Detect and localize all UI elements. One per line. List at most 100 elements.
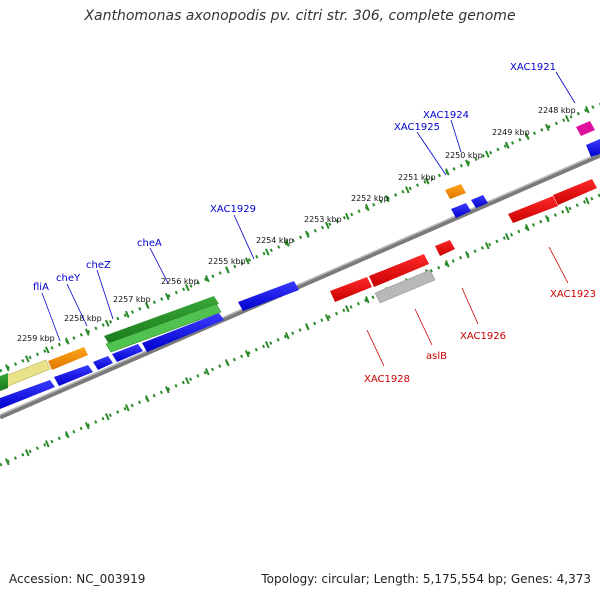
leader-line xyxy=(96,269,114,320)
gene-arrow-green-chea[interactable] xyxy=(104,296,219,344)
gene-label-xac1926[interactable]: XAC1926 xyxy=(460,331,506,342)
ruler-tick xyxy=(144,395,150,403)
leader-line xyxy=(233,214,255,260)
ruler-tick-label: 2254 kbp xyxy=(256,236,294,245)
gene-arrow-red-xac1923[interactable] xyxy=(508,196,558,223)
ruler-tick xyxy=(564,114,570,123)
upper-ruler-line xyxy=(0,102,600,373)
ruler-tick-label: 2255 kbp xyxy=(208,257,246,266)
gene-arrow-blue[interactable] xyxy=(54,365,93,386)
gene-label-xac1928[interactable]: XAC1928 xyxy=(364,374,410,385)
gene-label-chea[interactable]: cheA xyxy=(137,238,162,249)
ruler-tick-label: 2250 kbp xyxy=(445,151,483,160)
gene-arrow-green-chez[interactable] xyxy=(105,303,222,353)
ruler-tick xyxy=(324,314,330,322)
gene-label-xac1925[interactable]: XAC1925 xyxy=(394,122,440,133)
ruler-tick-label: 2258 kbp xyxy=(64,314,102,323)
gene-arrow-green-small[interactable] xyxy=(0,373,8,391)
ruler-tick xyxy=(184,377,190,385)
gene-label-aslb[interactable]: aslB xyxy=(426,351,447,362)
ruler-tick xyxy=(224,266,230,274)
ruler-tick xyxy=(44,440,50,448)
gene-arrow-blue[interactable] xyxy=(93,356,113,370)
ruler-tick xyxy=(104,413,110,421)
gene-arrow-blue[interactable] xyxy=(112,344,143,362)
ruler-tick xyxy=(544,123,550,132)
ruler-tick xyxy=(24,449,30,457)
gene-arrow-grey-aslb[interactable] xyxy=(374,269,436,304)
lower-ruler-ticks xyxy=(4,197,590,466)
gene-label-xac1921[interactable]: XAC1921 xyxy=(510,62,556,73)
ruler-tick xyxy=(304,230,310,238)
ruler-tick xyxy=(424,177,430,185)
ruler-tick xyxy=(464,159,470,167)
ruler-tick-label: 2257 kbp xyxy=(113,295,151,304)
ruler-tick xyxy=(524,132,530,140)
ruler-tick xyxy=(164,386,170,394)
leader-line xyxy=(461,287,479,325)
ruler-tick-label: 2256 kbp xyxy=(161,277,199,286)
ruler-tick xyxy=(144,301,150,310)
gene-arrow-red-xac1928[interactable] xyxy=(369,254,429,287)
ruler-tick-label: 2259 kbp xyxy=(17,334,55,343)
ruler-tick xyxy=(4,458,10,466)
gene-label-chez[interactable]: cheZ xyxy=(86,260,111,271)
leader-line xyxy=(416,131,447,176)
ruler-tick xyxy=(344,212,350,221)
ruler-tick xyxy=(444,260,450,268)
ruler-tick xyxy=(104,319,110,327)
gene-arrow-red-xac1928[interactable] xyxy=(330,277,372,302)
lower-gene-track xyxy=(330,179,597,304)
ruler-tick xyxy=(324,221,330,229)
gene-arrow-blue[interactable] xyxy=(142,313,224,352)
ruler-tick xyxy=(224,359,230,367)
gene-arrow-orange-xac1925[interactable] xyxy=(445,184,466,199)
ruler-tick xyxy=(384,195,390,203)
ruler-tick-label: 2248 kbp xyxy=(538,106,576,115)
gene-arrow-blue-xac1925[interactable] xyxy=(451,203,471,218)
gene-arrow-blue-xac1924[interactable] xyxy=(471,195,488,208)
ruler-tick xyxy=(404,186,410,194)
ruler-tick xyxy=(4,364,10,372)
ruler-tick xyxy=(124,404,130,412)
gene-arrow-red-xac1926[interactable] xyxy=(435,240,455,256)
ruler-tick xyxy=(164,292,170,301)
gene-arrow-blue[interactable] xyxy=(0,380,55,409)
ruler-tick xyxy=(204,275,210,283)
leader-line xyxy=(414,308,433,346)
ruler-tick xyxy=(84,422,90,430)
gene-label-xac1929[interactable]: XAC1929 xyxy=(210,204,256,215)
gene-arrow-blue-xac1921[interactable] xyxy=(586,139,600,157)
gene-label-xac1923[interactable]: XAC1923 xyxy=(550,289,596,300)
genome-title: Xanthomonas axonopodis pv. citri str. 30… xyxy=(84,8,516,24)
ruler-tick xyxy=(364,296,370,304)
ruler-tick xyxy=(484,150,490,158)
ruler-tick xyxy=(64,337,70,345)
gene-label-chey[interactable]: cheY xyxy=(56,273,81,284)
ruler-tick xyxy=(264,248,270,256)
lower-gene-labels: XAC1923 XAC1926 aslB XAC1928 xyxy=(364,246,596,385)
gene-arrow-orange[interactable] xyxy=(48,347,88,370)
leader-line xyxy=(149,247,169,284)
gene-arrow-blue[interactable] xyxy=(238,281,299,311)
topology-text: Topology: circular; Length: 5,175,554 bp… xyxy=(261,572,591,586)
leader-line xyxy=(450,119,462,153)
ruler-tick xyxy=(304,323,310,331)
gene-label-xac1924[interactable]: XAC1924 xyxy=(423,110,469,121)
gene-label-flia[interactable]: fliA xyxy=(33,282,49,293)
ruler-tick xyxy=(584,197,590,205)
ruler-tick xyxy=(524,224,530,232)
ruler-tick xyxy=(264,341,270,349)
backbone-highlight xyxy=(0,152,600,416)
upper-ruler-ticks xyxy=(4,106,590,372)
gene-arrow-khaki[interactable] xyxy=(0,359,51,390)
ruler-tick xyxy=(504,141,510,149)
ruler-tick-label: 2249 kbp xyxy=(492,128,530,137)
gene-arrow-red-xac1923[interactable] xyxy=(553,179,597,205)
ruler-tick xyxy=(244,350,250,358)
ruler-tick xyxy=(584,106,590,114)
ruler-tick xyxy=(204,368,210,376)
gene-arrow-pink-xac1921[interactable] xyxy=(576,121,595,136)
